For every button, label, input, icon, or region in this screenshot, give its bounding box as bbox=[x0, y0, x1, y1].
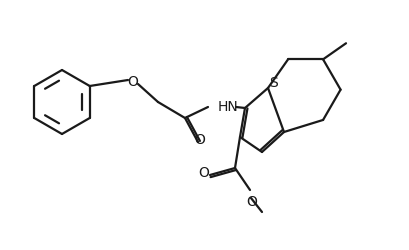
Text: O: O bbox=[127, 75, 138, 89]
Text: O: O bbox=[198, 166, 209, 180]
Text: S: S bbox=[269, 76, 278, 90]
Text: HN: HN bbox=[218, 100, 238, 114]
Text: O: O bbox=[194, 133, 205, 147]
Text: O: O bbox=[246, 195, 257, 209]
